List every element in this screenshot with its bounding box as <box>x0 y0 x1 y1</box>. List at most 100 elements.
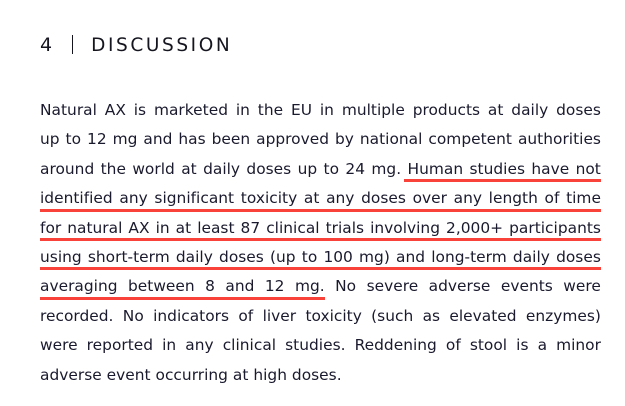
highlight-underline <box>40 237 601 241</box>
word: for <box>40 218 62 237</box>
line-content: were reported in any clinical studies. Reddeni… <box>40 331 601 360</box>
text-line: Natural AX is marketed in the EU in multiple prod… <box>40 96 601 125</box>
word: AX <box>104 101 126 119</box>
word: long-term <box>431 247 507 266</box>
word: AX <box>128 218 150 237</box>
word: at <box>303 189 320 208</box>
line-content: Natural AX is marketed in the EU in multiple prod… <box>40 96 601 125</box>
word: doses <box>556 247 601 266</box>
word: to <box>323 159 340 178</box>
word: length <box>488 189 538 208</box>
word: involving <box>370 218 440 237</box>
word: elevated <box>449 306 517 325</box>
text-line: around the world at daily doses up to 24 mg. Human… <box>40 155 601 184</box>
word: is <box>516 336 529 355</box>
word: toxicity <box>305 306 362 325</box>
section-title: DISCUSSION <box>91 35 233 56</box>
word: has <box>178 130 206 149</box>
word: daily <box>512 247 550 266</box>
word: as <box>422 306 441 325</box>
word: Reddening <box>354 336 437 355</box>
word: trials <box>325 218 365 237</box>
word: daily <box>511 101 549 119</box>
line-content: averaging between 8 and 12 mg. No severe adverse… <box>40 272 601 301</box>
word: were <box>40 336 78 355</box>
word: mg. <box>371 159 402 178</box>
word: between <box>127 277 195 296</box>
word: daily <box>175 247 213 266</box>
word: least <box>197 218 235 237</box>
word: event <box>106 365 151 384</box>
word: world <box>132 159 175 178</box>
text-line: adverse event occurring at high doses. <box>40 361 601 390</box>
word: to <box>65 130 82 149</box>
word: marketed <box>153 101 228 119</box>
word: adverse <box>40 365 102 384</box>
word: clinical <box>222 336 277 355</box>
word: No <box>122 306 144 325</box>
word: mg. <box>294 277 325 296</box>
word: 12 <box>264 277 285 296</box>
word: authorities <box>517 130 601 149</box>
word: enzymes) <box>525 306 601 325</box>
word: have <box>531 159 570 178</box>
word: 8 <box>205 277 215 296</box>
word: were <box>563 277 601 296</box>
word: mg <box>112 130 138 149</box>
line-content: adverse event occurring at high doses. <box>40 361 342 390</box>
word: of <box>544 189 560 208</box>
word: the <box>257 101 284 119</box>
line-content: around the world at daily doses up to 24 mg. Human… <box>40 155 601 184</box>
word: 2,000+ <box>446 218 504 237</box>
highlight-underline <box>40 296 325 300</box>
word: doses. <box>291 365 342 384</box>
word: and <box>396 247 426 266</box>
word: participants <box>509 218 601 237</box>
heading-divider <box>72 35 74 54</box>
highlight-underline <box>404 179 601 183</box>
text-line: using short-term daily doses (up to 100 mg) and l… <box>40 243 601 272</box>
text-line: recorded. No indicators of liver toxicity (suc… <box>40 302 601 331</box>
word: at <box>232 365 249 384</box>
word: liver <box>262 306 297 325</box>
word: significant <box>154 189 235 208</box>
word: minor <box>556 336 601 355</box>
word: short-term <box>87 247 170 266</box>
word: products <box>412 101 481 119</box>
word: up <box>297 159 318 178</box>
word: 100 <box>323 247 353 266</box>
word: multiple <box>341 101 405 119</box>
word: of <box>445 336 461 355</box>
section-number: 4 <box>40 34 53 56</box>
word: any <box>326 189 355 208</box>
word: doses <box>361 189 406 208</box>
word: any <box>185 336 214 355</box>
highlight-underline <box>40 267 601 271</box>
word: adverse <box>428 277 491 296</box>
word: toxicity <box>240 189 298 208</box>
word: been <box>211 130 251 149</box>
word: not <box>575 159 601 178</box>
line-content: for natural AX in at least 87 clinical trials inv… <box>40 214 601 243</box>
word: (such <box>371 306 414 325</box>
line-content: up to 12 mg and has been approved by national comp… <box>40 125 601 154</box>
word: using <box>40 247 82 266</box>
word: any <box>119 189 148 208</box>
word: studies. <box>285 336 346 355</box>
word: and <box>225 277 255 296</box>
word: indicators <box>153 306 230 325</box>
text-line: averaging between 8 and 12 mg. No severe adverse… <box>40 272 601 301</box>
word: any <box>453 189 482 208</box>
word: a <box>537 336 548 355</box>
discussion-paragraph: Natural AX is marketed in the EU in multiple prod… <box>40 96 601 390</box>
page-title: 4 DISCUSSION <box>40 32 232 56</box>
word: occurring <box>155 365 228 384</box>
text-line: were reported in any clinical studies. Reddeni… <box>40 331 601 360</box>
word: identified <box>40 189 113 208</box>
word: severe <box>366 277 419 296</box>
word: recorded. <box>40 306 114 325</box>
word: studies <box>469 159 525 178</box>
word: is <box>133 101 147 119</box>
word: in <box>235 101 250 119</box>
word: averaging <box>40 277 118 296</box>
